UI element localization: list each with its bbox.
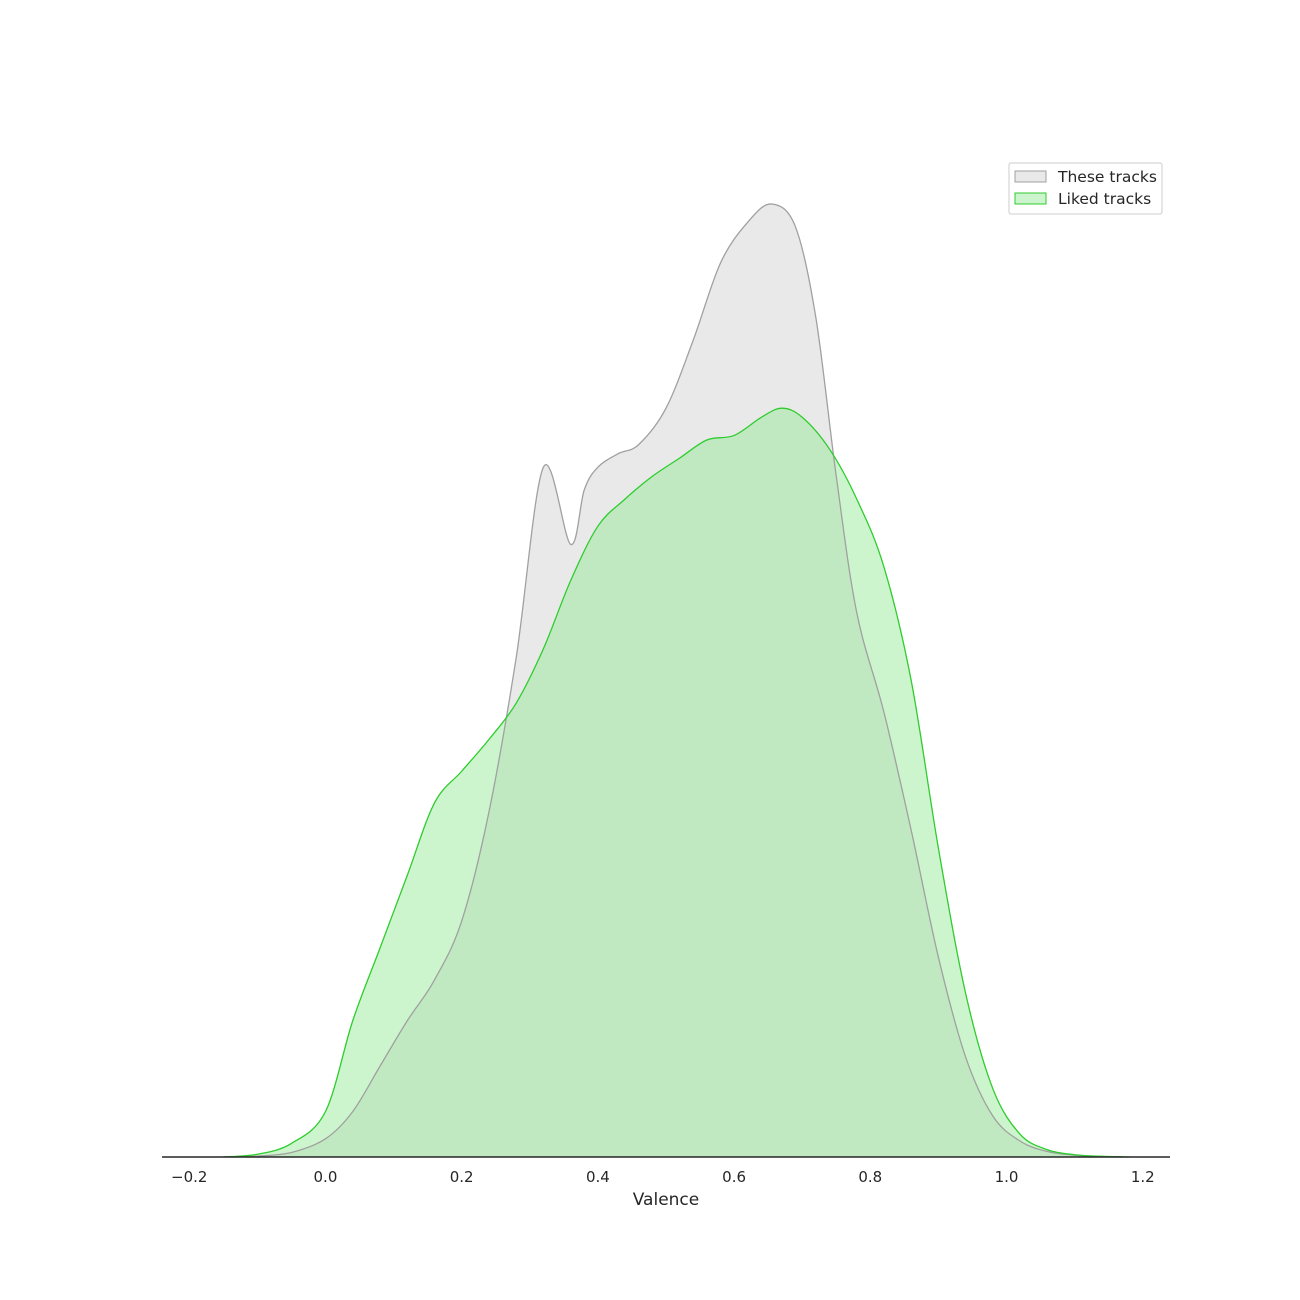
x-tick-label: −0.2 [171,1168,207,1186]
x-tick-label: 1.2 [1131,1168,1155,1186]
series-fills [223,203,1130,1158]
legend-label-these-tracks: These tracks [1057,168,1157,186]
x-tick-label: 0.0 [314,1168,338,1186]
x-tick-label: 0.4 [586,1168,610,1186]
x-tick-label: 0.2 [450,1168,474,1186]
legend-swatch-liked-tracks [1014,192,1047,205]
x-tick-label: 0.6 [722,1168,746,1186]
x-axis-label: Valence [633,1190,700,1210]
legend: These tracks Liked tracks [1008,162,1163,215]
x-tick-label: 0.8 [858,1168,882,1186]
legend-label-liked-tracks: Liked tracks [1058,190,1151,208]
density-line-these-tracks [230,203,1123,1158]
x-axis-ticks: −0.2 0.0 0.2 0.4 0.6 0.8 1.0 1.2 [171,1168,1155,1186]
density-area-these-tracks [230,203,1123,1157]
series-lines [223,203,1130,1158]
density-area-liked-tracks [223,408,1130,1158]
x-tick-label: 1.0 [995,1168,1019,1186]
legend-frame [1008,162,1163,215]
density-line-liked-tracks [223,407,1130,1158]
legend-swatch-these-tracks [1014,170,1047,183]
